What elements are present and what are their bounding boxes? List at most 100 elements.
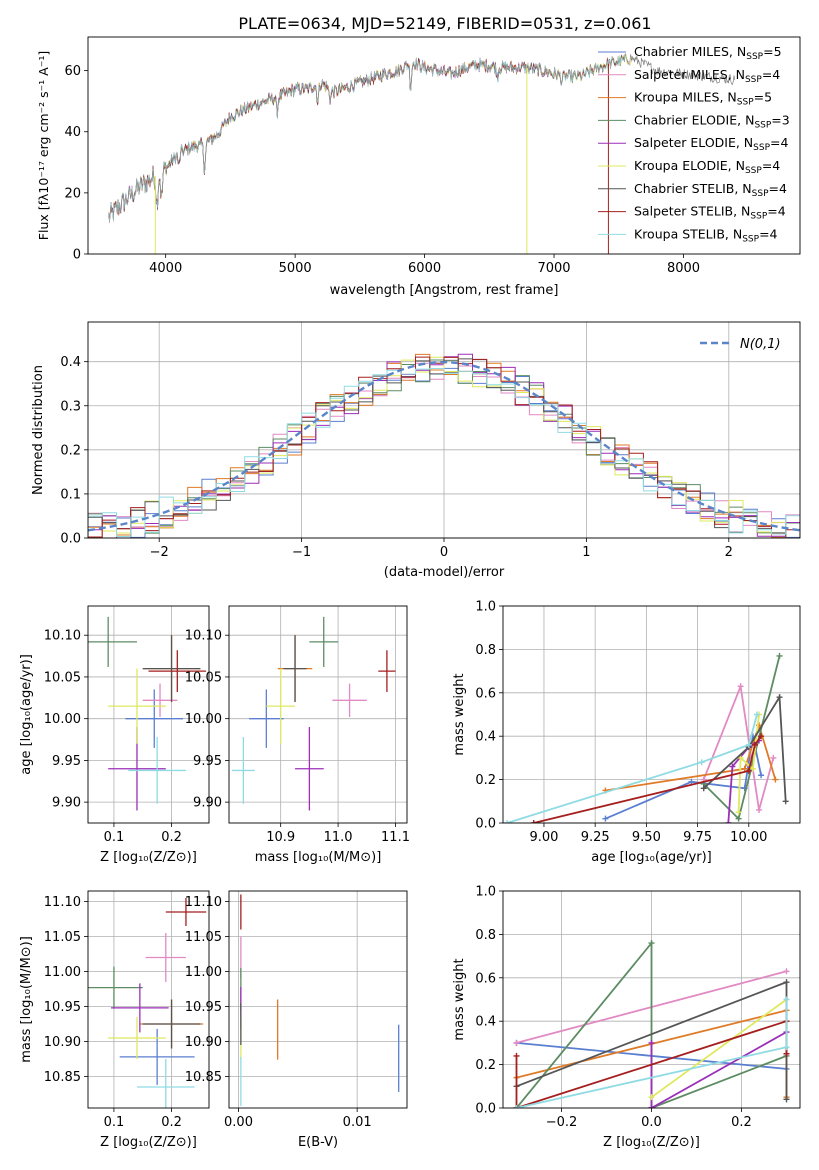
x-tick-label: 0.1 <box>104 1115 125 1130</box>
y-tick-label: 9.95 <box>193 754 222 769</box>
x-tick-label: 11.1 <box>381 830 410 845</box>
y-tick-label: 0 <box>73 248 81 263</box>
x-tick-label: −1 <box>292 545 311 560</box>
y-axis-label: Flux [fλ10⁻¹⁷ erg cm⁻² s⁻¹ A⁻¹] <box>36 51 51 240</box>
legend-subscript: SSP <box>745 166 762 176</box>
legend-text: Kroupa MILES, N <box>634 90 737 105</box>
y-tick-label: 0.4 <box>475 730 496 745</box>
histogram-steps <box>88 353 800 538</box>
legend-entry: Chabrier MILES, NSSP=5 <box>634 44 782 62</box>
y-tick-label: 0.6 <box>475 971 496 986</box>
weight-point-marker <box>776 652 783 659</box>
legend-entry: Kroupa STELIB, NSSP=4 <box>634 226 778 244</box>
legend-text: Chabrier STELIB, N <box>634 181 752 196</box>
weight-point-marker <box>735 815 742 822</box>
y-tick-label: 0.0 <box>475 1102 496 1117</box>
y-axis-label: mass weight <box>452 673 467 755</box>
weight-point-marker <box>745 767 752 774</box>
legend-subscript: SSP <box>742 234 759 244</box>
y-tick-label: 9.90 <box>193 796 222 811</box>
residual-histogram-c9 <box>88 368 800 538</box>
x-tick-label: 0.2 <box>161 830 182 845</box>
weight-point-marker <box>504 820 511 823</box>
y-tick-label: 0.2 <box>475 773 496 788</box>
legend-entry: Salpeter MILES, NSSP=4 <box>634 67 780 85</box>
y-tick-label: 11.00 <box>44 965 81 980</box>
legend-text: =3 <box>771 112 789 127</box>
weight-vs-metallicity-panel: −0.2 0.0 0.2 0.0 0.2 0.4 0.6 0.8 1.0 Z [log₁₀(Z/Z… <box>452 885 801 1150</box>
y-axis-label: mass weight <box>452 958 467 1040</box>
weight-series-c4 <box>703 655 781 821</box>
errorbar-points <box>88 616 207 811</box>
x-axis-label: (data-model)/error <box>384 565 505 580</box>
legend-text: =5 <box>754 90 772 105</box>
weight-point-marker <box>783 996 790 1003</box>
y-tick-label: 10.10 <box>185 629 222 644</box>
weight-series-c8 <box>533 735 762 823</box>
weight-point-marker <box>648 940 655 947</box>
weight-point-marker <box>700 785 707 792</box>
x-tick-label: 10.9 <box>266 830 295 845</box>
y-axis-label: Normed distribution <box>31 365 46 495</box>
weight-point-marker <box>698 759 705 766</box>
weight-point-marker <box>758 733 765 740</box>
legend-entry: Salpeter STELIB, NSSP=4 <box>634 204 786 222</box>
y-tick-label: 11.10 <box>185 895 222 910</box>
legend-entry: Chabrier STELIB, NSSP=4 <box>634 181 787 199</box>
residuals-panel: −2 −1 0 1 2 0.0 0.1 0.2 0.3 0.4 (data-model)/error… <box>31 321 801 580</box>
legend-text: Salpeter ELODIE, N <box>634 135 753 150</box>
weight-point-marker <box>648 1039 655 1046</box>
weight-point-marker <box>735 809 742 816</box>
legend-text: =4 <box>770 135 788 150</box>
legend-text: Kroupa ELODIE, N <box>634 158 745 173</box>
y-tick-label: 0.8 <box>475 643 496 658</box>
x-tick-label: 2 <box>725 545 733 560</box>
figure-title: PLATE=0634, MJD=52149, FIBERID=0531, z=0… <box>238 14 651 33</box>
x-tick-label: 0.2 <box>731 1115 752 1130</box>
y-axis-label: mass [log₁₀(M/M⊙)] <box>19 936 34 1063</box>
weight-point-marker <box>758 772 765 779</box>
weight-point-marker <box>783 1044 790 1051</box>
legend-entry: Kroupa ELODIE, NSSP=4 <box>634 158 780 176</box>
y-tick-label: 11.00 <box>185 965 222 980</box>
x-tick-label: 0 <box>440 545 448 560</box>
legend-text: =4 <box>762 158 780 173</box>
legend-text: Kroupa STELIB, N <box>634 226 742 241</box>
legend-entry: Chabrier ELODIE, NSSP=3 <box>634 112 790 130</box>
x-tick-label: −0.2 <box>546 1115 578 1130</box>
weight-point-marker <box>513 1052 520 1059</box>
weight-point-marker <box>772 776 779 783</box>
model-spectrum-c3 <box>108 57 555 220</box>
weight-point-marker <box>729 763 736 770</box>
x-tick-label: 9.00 <box>529 830 558 845</box>
weight-point-marker <box>530 820 537 823</box>
model-spectrum-c6 <box>108 54 632 222</box>
y-tick-label: 10.05 <box>185 670 222 685</box>
y-tick-label: 11.10 <box>44 895 81 910</box>
y-tick-label: 0.2 <box>475 1058 496 1073</box>
x-tick-label: 11.0 <box>324 830 353 845</box>
legend-text: =4 <box>767 204 785 219</box>
legend-subscript: SSP <box>746 52 763 62</box>
y-tick-label: 1.0 <box>475 600 496 615</box>
weight-point-marker <box>688 778 695 785</box>
model-spectrum-c1 <box>108 57 555 222</box>
weight-point-marker <box>737 683 744 690</box>
model-spectrum-c4 <box>108 53 632 220</box>
x-axis-label: Z [log₁₀(Z/Z⊙)] <box>100 1135 197 1150</box>
y-tick-label: 10.90 <box>185 1035 222 1050</box>
legend-entry: Kroupa MILES, NSSP=5 <box>634 90 772 108</box>
weight-point-marker <box>602 815 609 822</box>
weight-point-marker <box>513 1105 520 1108</box>
mass-vs-ebv-panel: 0.00 0.01 10.85 10.90 10.95 11.00 11.05 11.10 E(… <box>185 890 408 1150</box>
x-axis-label: E(B-V) <box>298 1135 338 1150</box>
weight-point-marker <box>751 741 758 748</box>
model-spectrum-c5 <box>108 58 555 223</box>
y-tick-label: 0.4 <box>475 1015 496 1030</box>
weight-point-marker <box>783 1050 790 1057</box>
weight-lines <box>504 652 789 823</box>
y-tick-label: 10.90 <box>44 1035 81 1050</box>
y-tick-label: 9.90 <box>52 796 81 811</box>
x-tick-label: 8000 <box>667 261 700 276</box>
